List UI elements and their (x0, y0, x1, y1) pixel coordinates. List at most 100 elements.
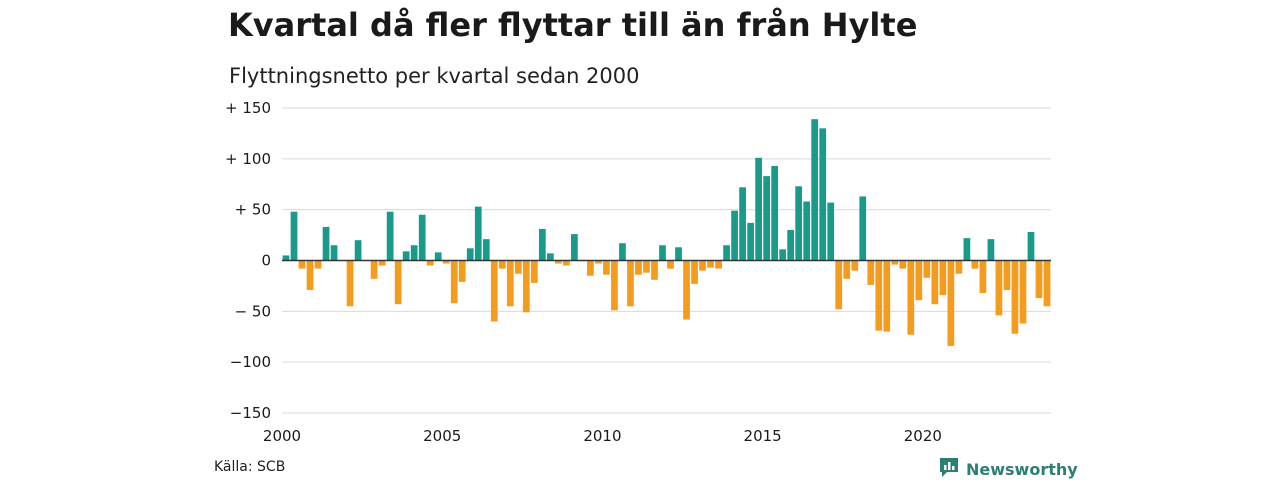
bar-2017-q1 (827, 202, 835, 261)
bar-2006-q4 (498, 260, 506, 269)
bar-2006-q3 (490, 260, 498, 322)
bar-2010-q4 (627, 260, 634, 307)
bar-2002-q1 (346, 260, 354, 307)
bar-2009-q3 (587, 260, 594, 276)
bar-2012-q3 (683, 260, 690, 320)
bar-2002-q4 (370, 260, 378, 279)
bar-2004-q3 (426, 260, 434, 266)
bar-2003-q3 (394, 260, 402, 305)
bar-2022-q3 (1003, 260, 1011, 290)
bar-2007-q3 (522, 260, 530, 313)
bar-2001-q3 (330, 245, 338, 261)
bar-2007-q4 (530, 260, 538, 283)
bar-2020-q1 (923, 260, 931, 278)
bar-2005-q4 (466, 248, 474, 261)
bar-2003-q4 (402, 251, 410, 261)
x-tick-label: 2020 (904, 427, 942, 445)
y-tick-label: − 50 (235, 302, 271, 320)
bar-2008-q1 (538, 228, 546, 261)
bar-2002-q2 (354, 240, 362, 261)
bar-2005-q1 (442, 260, 450, 264)
bar-2022-q1 (987, 239, 995, 261)
bar-2023-q3 (1035, 260, 1043, 299)
bar-2019-q3 (907, 260, 915, 335)
bar-2009-q1 (571, 234, 578, 261)
brand-name: Newsworthy (966, 459, 1078, 479)
newsworthy-icon (938, 456, 960, 482)
x-tick-label: 2010 (583, 427, 621, 445)
bar-2004-q4 (434, 252, 442, 261)
bar-2001-q1 (314, 260, 322, 269)
bar-2015-q2 (771, 165, 779, 261)
bar-2021-q1 (955, 260, 963, 274)
y-tick-label: −150 (230, 404, 271, 422)
bar-2010-q1 (603, 260, 610, 275)
bar-2018-q2 (867, 260, 875, 285)
bar-2018-q4 (883, 260, 891, 332)
bar-2005-q3 (458, 260, 466, 282)
bar-2012-q2 (675, 247, 682, 261)
x-tick-label: 2015 (744, 427, 782, 445)
bar-2023-q4 (1043, 260, 1051, 307)
bar-2016-q2 (803, 201, 811, 261)
bar-2011-q1 (635, 260, 642, 275)
chart-title: Kvartal då fler flyttar till än från Hyl… (228, 6, 918, 44)
bar-2000-q4 (306, 260, 314, 290)
bar-2023-q1 (1019, 260, 1027, 324)
bar-2018-q1 (859, 196, 867, 261)
x-tick-label: 2005 (423, 427, 461, 445)
bar-2003-q1 (378, 260, 386, 266)
bar-2013-q4 (723, 245, 730, 261)
bar-2014-q2 (739, 187, 746, 261)
y-tick-label: −100 (230, 353, 271, 371)
bar-2020-q4 (947, 260, 955, 346)
bar-2001-q2 (322, 226, 330, 261)
bar-2008-q2 (546, 253, 554, 261)
bar-2006-q1 (474, 206, 482, 261)
bar-2011-q3 (651, 260, 658, 280)
bar-2007-q1 (506, 260, 514, 307)
bar-2000-q1 (282, 255, 290, 261)
bar-2006-q2 (482, 239, 490, 261)
source-note: Källa: SCB (214, 459, 286, 475)
bar-2012-q1 (667, 260, 674, 269)
bar-2004-q1 (410, 245, 418, 261)
bar-2011-q2 (643, 260, 650, 273)
bar-2013-q1 (699, 260, 706, 271)
bar-2013-q2 (707, 260, 714, 268)
bar-2018-q3 (875, 260, 883, 331)
bar-2010-q3 (619, 243, 626, 261)
bar-2020-q3 (939, 260, 947, 296)
chart-subtitle: Flyttningsnetto per kvartal sedan 2000 (229, 64, 640, 88)
bar-2009-q4 (595, 260, 602, 264)
y-tick-label: + 100 (225, 150, 271, 168)
bar-2023-q2 (1027, 232, 1035, 261)
bar-2004-q2 (418, 214, 426, 261)
bar-2022-q2 (995, 260, 1003, 316)
y-axis-ticks: + 150 + 100 + 50 0 − 50 −100 −150 (225, 99, 271, 422)
x-tick-label: 2000 (263, 427, 301, 445)
bar-2012-q4 (691, 260, 698, 284)
bar-2003-q2 (386, 211, 394, 261)
x-axis-ticks: 2000 2005 2010 2015 2020 (263, 427, 942, 445)
bar-2014-q4 (755, 157, 762, 261)
bar-2005-q2 (450, 260, 458, 304)
bar-2010-q2 (611, 260, 618, 311)
bar-2016-q3 (811, 119, 819, 261)
bar-2013-q3 (715, 260, 722, 269)
bar-2022-q4 (1011, 260, 1019, 334)
brand-logo[interactable]: Newsworthy (938, 456, 1078, 482)
bar-2021-q2 (963, 238, 971, 261)
bar-2019-q4 (915, 260, 923, 301)
bar-2019-q1 (891, 260, 899, 265)
bar-2008-q4 (563, 260, 570, 266)
bar-2014-q1 (731, 210, 738, 261)
bar-2021-q4 (979, 260, 987, 294)
bar-2000-q3 (298, 260, 306, 269)
bar-2017-q4 (851, 260, 859, 271)
y-tick-label: + 150 (225, 99, 271, 117)
bar-2016-q4 (819, 128, 827, 261)
bar-2014-q3 (747, 222, 754, 261)
bar-2015-q3 (779, 249, 787, 261)
